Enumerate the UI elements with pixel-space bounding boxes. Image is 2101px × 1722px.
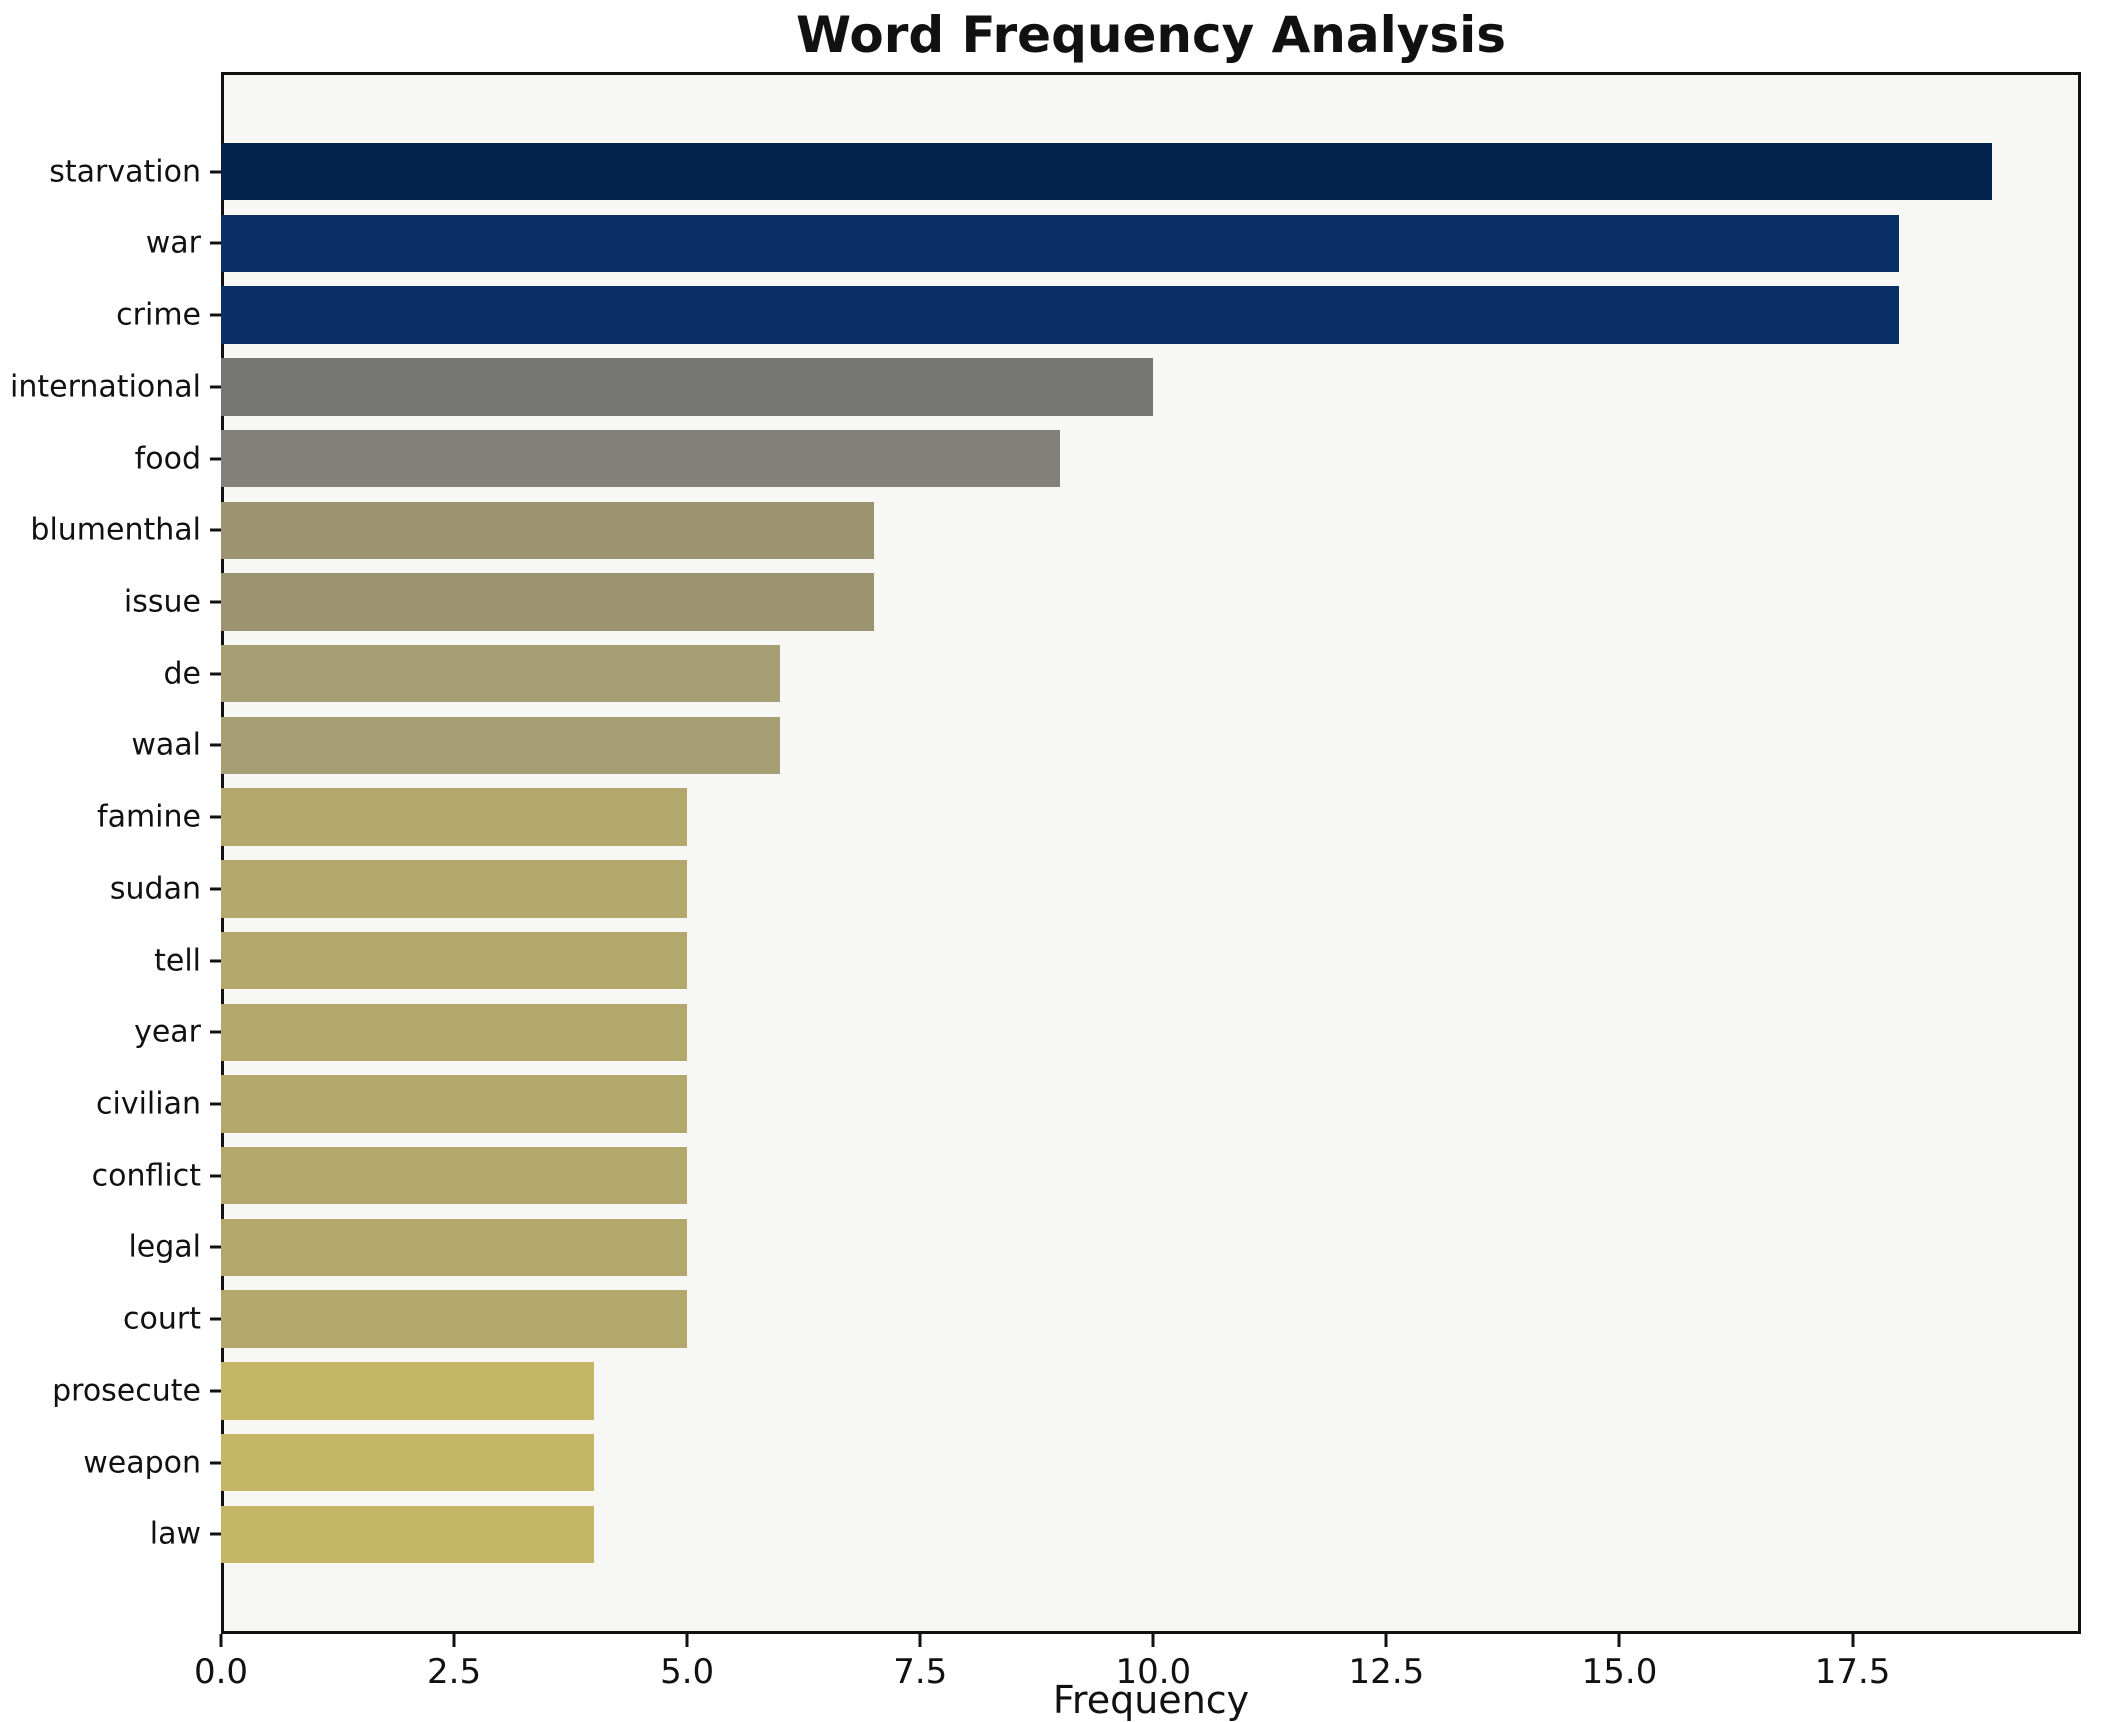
x-tick-label-0.0: 0.0 — [193, 1652, 249, 1692]
y-tick-label-war: war — [145, 225, 201, 261]
y-tick-label-international: international — [10, 369, 201, 405]
x-tick-mark-17.5 — [1851, 1634, 1855, 1647]
x-tick-label-10.0: 10.0 — [1115, 1652, 1192, 1692]
x-tick-mark-0.0 — [219, 1634, 223, 1647]
y-tick-mark-international — [210, 385, 221, 389]
bar-tell — [221, 931, 688, 990]
y-tick-mark-sudan — [210, 887, 221, 891]
y-tick-mark-year — [210, 1030, 221, 1034]
y-tick-label-issue: issue — [123, 584, 201, 620]
x-tick-label-5.0: 5.0 — [660, 1652, 715, 1692]
x-tick-label-12.5: 12.5 — [1348, 1652, 1425, 1692]
bar-food — [221, 429, 1061, 488]
bar-sudan — [221, 860, 688, 918]
y-tick-label-waal: waal — [131, 727, 201, 763]
bar-crime — [221, 286, 1900, 344]
x-tick-mark-7.5 — [918, 1634, 922, 1647]
y-tick-label-food: food — [134, 441, 201, 477]
y-tick-label-year: year — [134, 1014, 201, 1050]
y-tick-mark-legal — [210, 1245, 221, 1249]
bar-court — [221, 1290, 688, 1348]
y-tick-mark-waal — [210, 743, 221, 747]
y-tick-label-court: court — [123, 1301, 201, 1337]
y-tick-label-de: de — [163, 656, 202, 692]
bar-legal — [221, 1218, 688, 1277]
y-tick-label-famine: famine — [97, 799, 201, 835]
bar-war — [221, 214, 1900, 273]
y-tick-mark-issue — [210, 600, 221, 604]
x-tick-mark-10.0 — [1151, 1634, 1155, 1647]
y-tick-mark-court — [210, 1317, 221, 1321]
bar-law — [221, 1505, 594, 1563]
x-tick-mark-12.5 — [1384, 1634, 1388, 1647]
y-tick-mark-conflict — [210, 1174, 221, 1178]
y-tick-mark-weapon — [210, 1461, 221, 1465]
y-tick-label-crime: crime — [116, 297, 201, 333]
y-tick-label-sudan: sudan — [109, 871, 201, 907]
chart-title: Word Frequency Analysis — [795, 6, 1507, 64]
x-axis-label: Frequency — [1052, 1678, 1250, 1722]
bar-issue — [221, 573, 874, 631]
y-tick-mark-tell — [210, 959, 221, 963]
x-tick-label-7.5: 7.5 — [893, 1652, 948, 1692]
y-tick-mark-law — [210, 1532, 221, 1536]
x-tick-mark-5.0 — [685, 1634, 689, 1647]
y-tick-label-civilian: civilian — [96, 1086, 201, 1122]
y-tick-mark-starvation — [210, 170, 221, 174]
y-tick-label-law: law — [149, 1516, 201, 1552]
x-tick-mark-15.0 — [1617, 1634, 1621, 1647]
bar-civilian — [221, 1075, 688, 1133]
y-tick-mark-de — [210, 672, 221, 676]
y-tick-mark-blumenthal — [210, 528, 221, 532]
bar-blumenthal — [221, 501, 874, 559]
x-tick-mark-2.5 — [452, 1634, 456, 1647]
x-tick-label-2.5: 2.5 — [427, 1652, 482, 1692]
bar-weapon — [221, 1433, 594, 1492]
bar-starvation — [221, 143, 1993, 201]
bar-year — [221, 1003, 688, 1061]
bar-conflict — [221, 1147, 688, 1205]
bar-waal — [221, 716, 781, 775]
y-tick-mark-food — [210, 457, 221, 461]
bar-international — [221, 358, 1154, 416]
y-tick-label-legal: legal — [128, 1229, 201, 1265]
y-tick-label-prosecute: prosecute — [52, 1373, 201, 1409]
y-tick-mark-prosecute — [210, 1389, 221, 1393]
y-tick-label-weapon: weapon — [83, 1445, 201, 1481]
y-tick-label-starvation: starvation — [49, 154, 201, 190]
y-tick-label-tell: tell — [154, 943, 201, 979]
bar-de — [221, 645, 781, 703]
y-tick-mark-crime — [210, 313, 221, 317]
bar-prosecute — [221, 1362, 594, 1420]
x-tick-label-15.0: 15.0 — [1581, 1652, 1658, 1692]
bar-famine — [221, 788, 688, 846]
y-tick-mark-war — [210, 241, 221, 245]
y-tick-label-conflict: conflict — [91, 1158, 201, 1194]
y-tick-mark-famine — [210, 815, 221, 819]
y-tick-label-blumenthal: blumenthal — [30, 512, 201, 548]
x-tick-label-17.5: 17.5 — [1814, 1652, 1891, 1692]
y-tick-mark-civilian — [210, 1102, 221, 1106]
